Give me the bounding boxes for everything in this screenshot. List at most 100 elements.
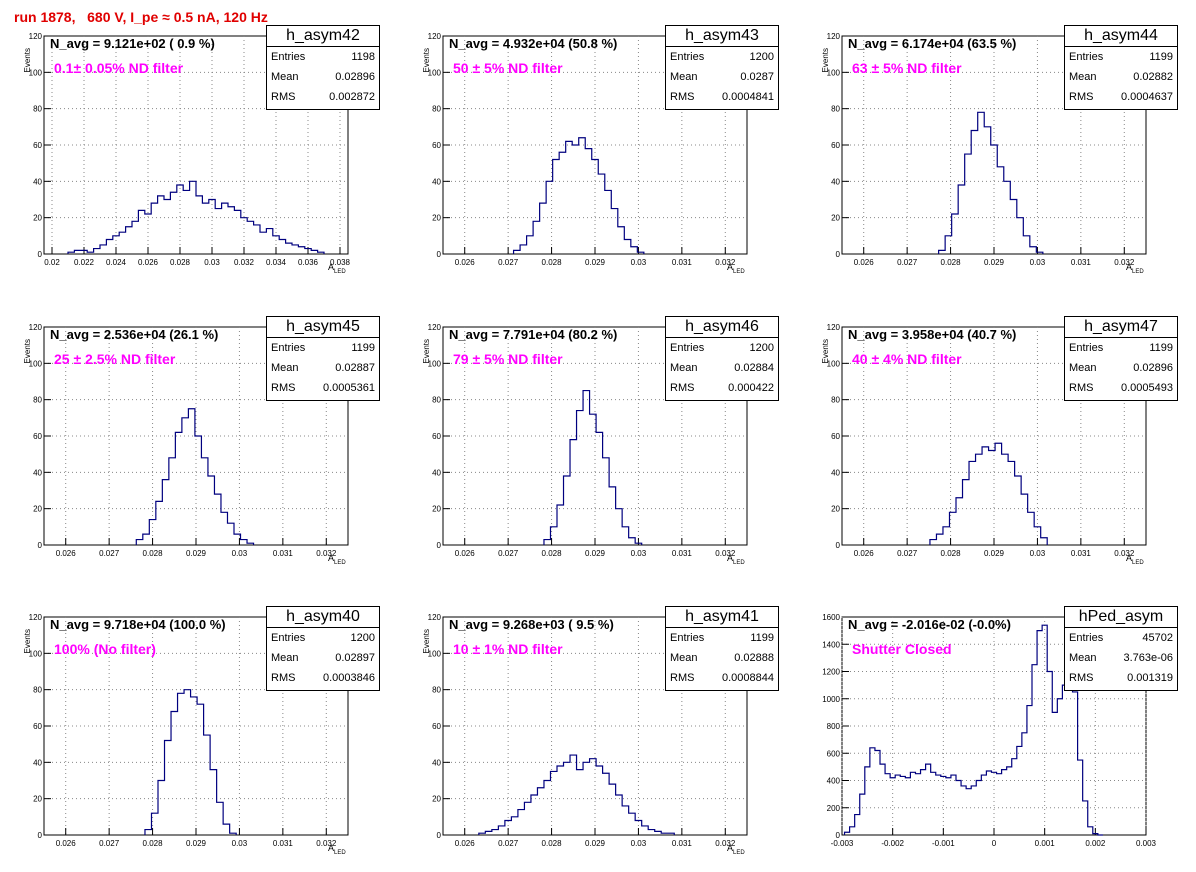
x-axis-label: ALED xyxy=(328,843,346,856)
x-tick-label: 0.032 xyxy=(715,549,736,558)
x-tick-label: 0.002 xyxy=(1085,839,1106,848)
stats-box: h_asym43 Entries 1200 Mean 0.0287 RMS 0.000484… xyxy=(665,25,779,110)
x-tick-label: 0.003 xyxy=(1136,839,1157,848)
y-tick-label: 120 xyxy=(29,613,43,622)
stats-label-rms: RMS xyxy=(670,672,695,684)
stats-value-mean: 3.763e-06 xyxy=(1123,652,1173,664)
stats-label-rms: RMS xyxy=(1069,91,1094,103)
y-tick-label: 40 xyxy=(33,758,42,767)
y-tick-label: 0 xyxy=(38,541,43,550)
histogram-series xyxy=(478,754,675,835)
stats-label-entries: Entries xyxy=(670,51,705,63)
y-tick-label: 20 xyxy=(432,505,441,514)
histogram-panel-hPed_asym: 0 200 400 600 800 1000 1200 1400 1600 -0.003 -0.00… xyxy=(798,581,1196,871)
stats-label-rms: RMS xyxy=(670,382,695,394)
filter-annotation: 40 ± 4% ND filter xyxy=(852,351,962,367)
x-tick-label: 0.027 xyxy=(99,839,120,848)
stats-label-rms: RMS xyxy=(670,91,695,103)
histogram-name: h_asym45 xyxy=(267,317,379,338)
x-tick-label: 0.028 xyxy=(143,549,164,558)
y-tick-label: 60 xyxy=(33,432,42,441)
stats-row-rms: RMS 0.001319 xyxy=(1065,668,1177,688)
y-tick-label: 1400 xyxy=(822,640,840,649)
y-tick-label: 20 xyxy=(33,214,42,223)
histogram-name: h_asym42 xyxy=(267,26,379,47)
x-tick-label: 0.027 xyxy=(498,839,519,848)
x-axis-label-sub: LED xyxy=(334,560,346,566)
x-tick-label: 0.026 xyxy=(56,839,77,848)
y-tick-label: 20 xyxy=(831,505,840,514)
x-tick-label: 0.024 xyxy=(106,258,127,267)
stats-row-rms: RMS 0.0004841 xyxy=(666,87,778,107)
x-tick-label: 0.028 xyxy=(143,839,164,848)
x-axis-label: ALED xyxy=(1126,262,1144,275)
y-tick-label: 800 xyxy=(827,722,841,731)
x-axis-label-sub: LED xyxy=(733,850,745,856)
stats-value-mean: 0.02882 xyxy=(1133,71,1173,83)
navg-label: N_avg = 7.791e+04 (80.2 %) xyxy=(449,327,618,342)
histogram-name: hPed_asym xyxy=(1065,607,1177,628)
stats-value-rms: 0.0004841 xyxy=(722,91,774,103)
stats-row-rms: RMS 0.0004637 xyxy=(1065,87,1177,107)
y-tick-label: 60 xyxy=(831,432,840,441)
y-tick-label: 120 xyxy=(428,613,442,622)
histogram-plot: 0 200 400 600 800 1000 1200 1400 1600 -0.003 -0.00… xyxy=(822,613,1157,848)
x-tick-label: 0.028 xyxy=(941,258,962,267)
y-tick-label: 60 xyxy=(33,141,42,150)
x-tick-label: 0.001 xyxy=(1035,839,1056,848)
x-tick-label: 0.028 xyxy=(542,839,563,848)
histogram-panel-h_asym40: 0 20 40 60 80 100 120 0.026 0.027 0.028 0.029 0.03 0… xyxy=(0,581,398,871)
y-tick-label: 80 xyxy=(831,105,840,114)
x-tick-label: 0 xyxy=(992,839,997,848)
stats-label-mean: Mean xyxy=(1069,652,1097,664)
y-tick-label: 1000 xyxy=(822,695,840,704)
x-tick-label: 0.027 xyxy=(498,258,519,267)
x-tick-label: 0.029 xyxy=(585,549,606,558)
stats-value-mean: 0.02884 xyxy=(734,362,774,374)
histogram-series xyxy=(135,408,255,545)
y-tick-label: 80 xyxy=(432,105,441,114)
stats-row-rms: RMS 0.0005361 xyxy=(267,378,379,398)
stats-value-entries: 1199 xyxy=(1149,342,1173,354)
histogram-series xyxy=(543,389,643,545)
navg-label: N_avg = 9.718e+04 (100.0 %) xyxy=(50,617,226,632)
x-tick-label: 0.029 xyxy=(186,839,207,848)
y-tick-label: 40 xyxy=(432,758,441,767)
stats-value-mean: 0.02887 xyxy=(335,362,375,374)
x-tick-label: 0.026 xyxy=(455,258,476,267)
y-tick-label: 100 xyxy=(428,649,442,658)
histogram-panel-h_asym47: 0 20 40 60 80 100 120 0.026 0.027 0.028 0.029 0.03 0… xyxy=(798,291,1196,581)
stats-label-mean: Mean xyxy=(271,652,299,664)
stats-box: h_asym46 Entries 1200 Mean 0.02884 RMS 0.00042… xyxy=(665,316,779,401)
x-tick-label: 0.03 xyxy=(631,549,647,558)
stats-row-rms: RMS 0.0005493 xyxy=(1065,378,1177,398)
stats-row-rms: RMS 0.002872 xyxy=(267,87,379,107)
histogram-panel-h_asym41: 0 20 40 60 80 100 120 0.026 0.027 0.028 0.029 0.03 0… xyxy=(399,581,797,871)
x-tick-label: 0.027 xyxy=(897,549,918,558)
y-tick-label: 60 xyxy=(33,722,42,731)
x-axis-label: ALED xyxy=(328,553,346,566)
y-tick-label: 400 xyxy=(827,777,841,786)
y-tick-label: 120 xyxy=(827,32,841,41)
x-axis-label-sub: LED xyxy=(1132,560,1144,566)
y-tick-label: 20 xyxy=(33,505,42,514)
y-tick-label: 100 xyxy=(29,649,43,658)
stats-value-rms: 0.002872 xyxy=(329,91,375,103)
histogram-series xyxy=(938,111,1044,254)
histogram-series xyxy=(67,180,325,254)
stats-box: h_asym41 Entries 1199 Mean 0.02888 RMS 0.00088… xyxy=(665,606,779,691)
x-axis-label-sub: LED xyxy=(733,269,745,275)
y-tick-label: 120 xyxy=(827,323,841,332)
stats-row-mean: Mean 0.02887 xyxy=(267,358,379,378)
y-tick-label: 100 xyxy=(827,359,841,368)
stats-value-entries: 1199 xyxy=(1149,51,1173,63)
x-tick-label: -0.001 xyxy=(932,839,955,848)
filter-annotation: 0.1± 0.05% ND filter xyxy=(54,60,184,76)
navg-label: N_avg = -2.016e-02 (-0.0%) xyxy=(848,617,1011,632)
filter-annotation: 63 ± 5% ND filter xyxy=(852,60,962,76)
x-tick-label: 0.028 xyxy=(542,549,563,558)
stats-value-rms: 0.0008844 xyxy=(722,672,774,684)
stats-box: h_asym42 Entries 1198 Mean 0.02896 RMS 0.00287… xyxy=(266,25,380,110)
histogram-plot: 0 20 40 60 80 100 120 0.026 0.027 0.028 0.029 0.03 0… xyxy=(422,613,748,856)
